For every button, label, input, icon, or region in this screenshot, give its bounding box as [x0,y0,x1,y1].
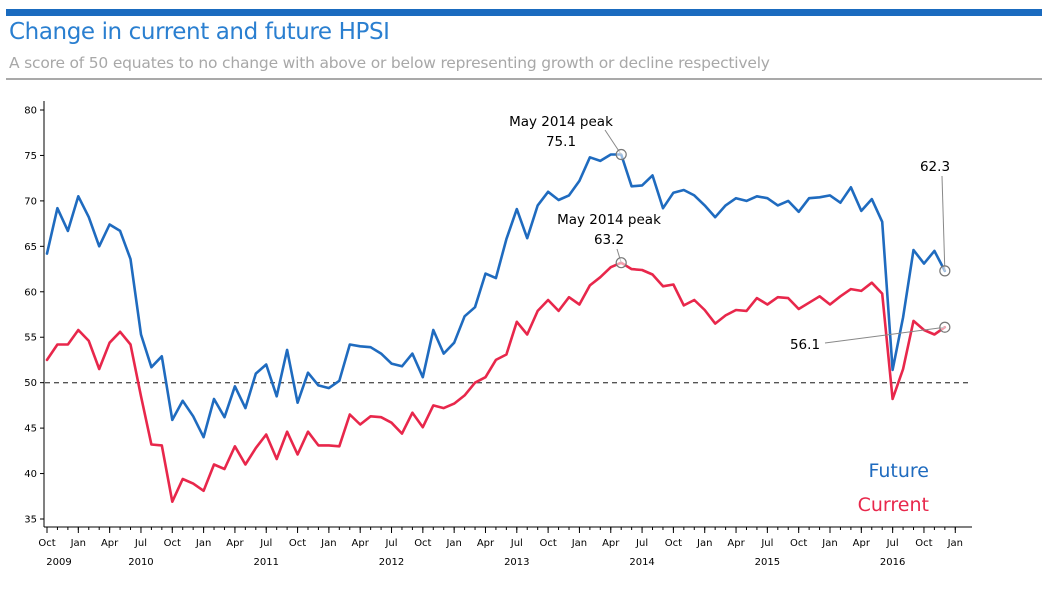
y-tick-label: 65 [24,242,37,253]
x-tick-label: Apr [226,538,244,549]
x-tick-label: Oct [414,538,431,549]
x-year-label: 2016 [880,557,905,568]
x-year-label: 2012 [379,557,404,568]
annotation-marker [939,321,951,333]
x-tick-label: Jan [70,538,86,549]
x-tick-label: Jul [886,538,899,549]
x-tick-label: Oct [164,538,181,549]
x-tick-label: Jul [760,538,773,549]
x-year-label: 2015 [755,557,780,568]
header-accent-bar [6,9,1042,16]
x-tick-label: Jan [445,538,461,549]
x-year-label: 2011 [254,557,279,568]
chart-title: Change in current and future HPSI [9,19,390,45]
x-tick-label: Jul [510,538,523,549]
annotation-label: 62.3 [920,159,950,175]
x-tick-label: Apr [352,538,370,549]
x-tick-label: Jan [696,538,712,549]
x-tick-label: Jan [571,538,587,549]
x-tick-label: Apr [727,538,745,549]
legend: Future Current [858,460,929,516]
x-tick-label: Jan [821,538,837,549]
x-tick-label: Jul [259,538,272,549]
y-tick-label: 80 [24,106,37,117]
y-tick-label: 75 [24,151,37,162]
annotation-value: 75.1 [546,134,576,150]
x-tick-label: Oct [665,538,682,549]
x-year-label: 2013 [504,557,529,568]
annotation-label: May 2014 peak [509,114,613,130]
x-tick-label: Oct [790,538,807,549]
annotation-value: 63.2 [594,232,624,248]
y-tick-label: 35 [24,515,37,526]
x-tick-label: Jul [635,538,648,549]
x-tick-label: Oct [539,538,556,549]
y-tick-label: 70 [24,196,37,207]
y-tick-label: 40 [24,469,37,480]
x-tick-label: Jul [384,538,397,549]
annotation-marker [939,265,951,277]
x-tick-label: Oct [915,538,932,549]
annotation-label: 56.1 [790,337,820,353]
annotation-leader-line [824,326,945,344]
y-tick-label: 45 [24,424,37,435]
y-tick-label: 60 [24,287,37,298]
x-tick-label: Oct [289,538,306,549]
x-year-label: 2010 [128,557,153,568]
series-line-current [45,261,947,504]
x-tick-label: Apr [602,538,620,549]
chart-subtitle: A score of 50 equates to no change with … [9,54,770,72]
annotation-label: May 2014 peak [557,212,661,228]
legend-label-current: Current [858,494,929,516]
y-tick-label: 50 [24,378,37,389]
annotations-group: May 2014 peak 75.1 May 2014 peak 63.2 62.3 56… [509,114,951,353]
x-tick-label: Oct [38,538,55,549]
x-tick-label: Jul [134,538,147,549]
x-tick-label: Apr [101,538,119,549]
chart-axes: 35 40 45 50 55 60 65 70 75 80 Oct Jan Apr Jul Oct Jan Ap… [24,101,972,568]
x-year-label: 2014 [629,557,654,568]
legend-label-future: Future [868,460,929,482]
annotation-marker [615,148,627,161]
series-group [45,153,947,504]
x-tick-label: Jan [947,538,963,549]
x-tick-label: Apr [853,538,871,549]
y-tick-label: 55 [24,333,37,344]
series-line-future [45,153,947,439]
header-divider [6,78,1042,80]
x-tick-label: Jan [195,538,211,549]
x-tick-label: Jan [320,538,336,549]
x-year-label: 2009 [46,557,71,568]
annotation-leader-line [941,175,946,271]
annotation-marker [615,257,627,269]
x-tick-label: Apr [477,538,495,549]
